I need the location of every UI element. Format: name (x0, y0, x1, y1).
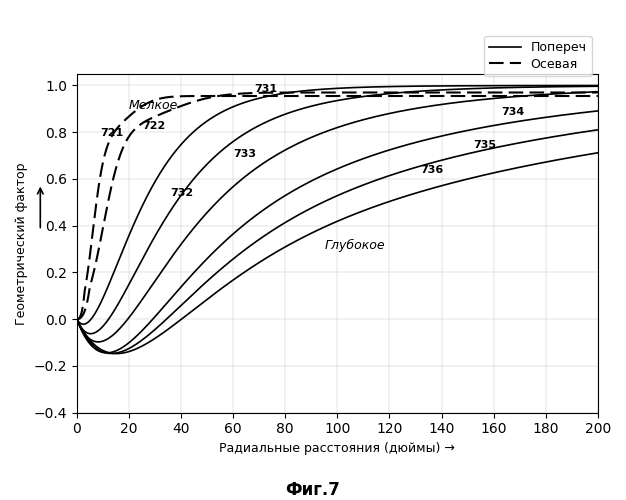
Text: Глубокое: Глубокое (324, 239, 385, 252)
Text: 732: 732 (170, 188, 193, 198)
X-axis label: Радиальные расстояния (дюймы) →: Радиальные расстояния (дюймы) → (219, 442, 455, 455)
Text: 733: 733 (233, 149, 256, 159)
Text: 736: 736 (421, 166, 444, 175)
Text: 734: 734 (501, 107, 525, 117)
Y-axis label: Геометрический фактор: Геометрический фактор (15, 162, 28, 324)
Text: 721: 721 (100, 128, 123, 138)
Text: 731: 731 (254, 84, 277, 94)
Text: 735: 735 (473, 140, 496, 150)
Legend: Попереч, Осевая: Попереч, Осевая (485, 36, 592, 76)
Text: Фиг.7: Фиг.7 (285, 481, 341, 499)
Text: Мелкое: Мелкое (129, 99, 178, 112)
Text: 722: 722 (142, 121, 165, 131)
